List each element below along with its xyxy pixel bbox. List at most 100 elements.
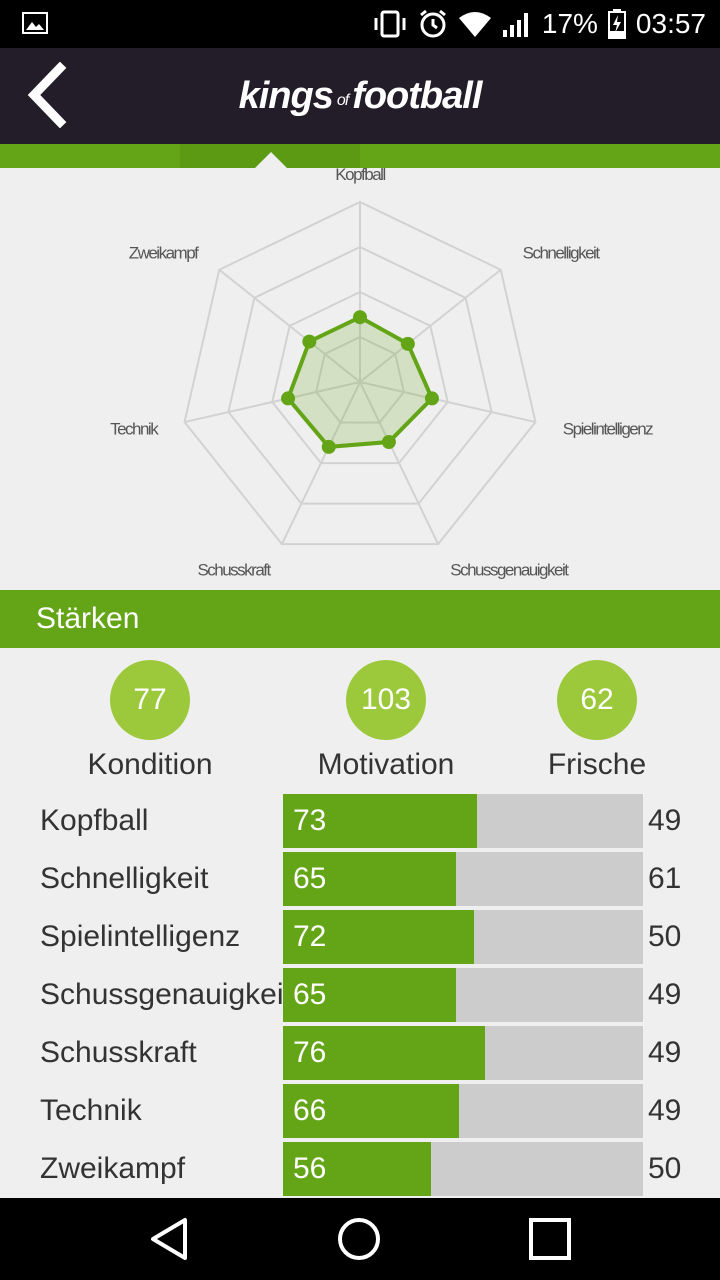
skill-name: Spielintelligenz [40, 920, 241, 953]
radar-axis-label: Schnelligkeit [523, 243, 601, 262]
radar-axis-line [280, 381, 361, 545]
skill-value: 72 [293, 920, 327, 953]
skill-average: 49 [648, 804, 682, 837]
radar-chart: Kopfball Schnelligkeit Spielintelligenz Sch… [0, 168, 720, 590]
radar-series-area [285, 314, 435, 449]
app-bar: kings of football [0, 48, 720, 144]
skill-row-zweikampf: Zweikampf 56 50 [0, 1142, 720, 1196]
image-icon [22, 12, 48, 34]
skill-row-schnelligkeit: Schnelligkeit 65 61 [0, 852, 720, 906]
signal-icon [502, 13, 528, 37]
skill-value: 66 [293, 1094, 327, 1127]
logo-part-of: of [336, 92, 349, 109]
nav-back-button[interactable] [145, 1214, 195, 1264]
section-header: Stärken [0, 590, 720, 648]
skill-bar-fill [283, 1142, 431, 1196]
navigation-bar [0, 1198, 720, 1280]
chevron-left-icon [27, 62, 67, 128]
summary-value-frische: 62 [557, 660, 637, 740]
radar-data-point [400, 336, 415, 351]
skill-row-schusskraft: Schusskraft 76 49 [0, 1026, 720, 1080]
skill-bar-track: 65 [283, 968, 643, 1022]
radar-axis-label: Technik [110, 419, 159, 438]
skill-average: 50 [648, 920, 682, 953]
radar-axis-label: Spielintelligenz [563, 419, 653, 438]
back-button[interactable] [22, 62, 72, 128]
back-triangle-icon [151, 1218, 187, 1260]
skill-row-spielintelligenz: Spielintelligenz 72 50 [0, 910, 720, 964]
skill-name: Kopfball [40, 804, 149, 837]
radar-data-point [281, 391, 296, 406]
skill-bar-track: 56 [283, 1142, 643, 1196]
radar-data-point [353, 310, 367, 325]
skill-bar-fill [283, 968, 456, 1022]
radar-grid-ring [315, 335, 405, 424]
skill-bar-track: 73 [283, 794, 643, 848]
skill-bar-track: 66 [283, 1084, 643, 1138]
tab-strip[interactable] [0, 144, 720, 168]
skill-value: 56 [293, 1152, 327, 1185]
logo-part-football: football [352, 74, 482, 117]
skill-bar-track: 72 [283, 910, 643, 964]
skill-name: Technik [40, 1094, 142, 1127]
skill-name: Schusskraft [40, 1036, 197, 1069]
skill-row-technik: Technik 66 49 [0, 1084, 720, 1138]
summary-label-motivation: Motivation [317, 748, 455, 781]
clock: 03:57 [635, 8, 706, 39]
summary-label-frische: Frische [547, 748, 647, 781]
radar-axis-line [218, 268, 361, 383]
vibrate-icon [374, 10, 406, 38]
skill-value: 65 [293, 978, 327, 1011]
battery-percent: 17% [541, 8, 598, 39]
skill-name: Schussgenauigkeit [40, 978, 292, 1011]
radar-axis-label: Zweikampf [129, 243, 199, 262]
skill-bar-fill [283, 1084, 460, 1138]
skill-bar-track: 76 [283, 1026, 643, 1080]
home-circle-icon [338, 1218, 380, 1260]
summary-stats: 77 Kondition 103 Motivation 62 Frische [0, 648, 720, 788]
alarm-icon [419, 9, 446, 38]
radar-axis-line [359, 381, 536, 424]
summary-label-kondition: Kondition [87, 748, 213, 781]
battery-icon [607, 9, 626, 39]
summary-value-motivation: 103 [346, 660, 426, 740]
radar-axis-label: Schussgenauigkeit [450, 560, 569, 579]
status-bar: 17% 03:57 [0, 0, 720, 48]
logo-part-kings: kings [238, 74, 334, 117]
skill-average: 50 [648, 1152, 682, 1185]
skill-bar-fill [283, 1026, 485, 1080]
radar-axis-label: Schusskraft [197, 560, 271, 579]
skill-value: 76 [293, 1036, 327, 1069]
wifi-icon [458, 12, 491, 37]
skill-row-kopfball: Kopfball 73 49 [0, 794, 720, 848]
radar-grid-ring [227, 245, 493, 505]
radar-data-point [424, 391, 439, 406]
skill-average: 49 [648, 1036, 682, 1069]
recents-square-icon [529, 1218, 571, 1260]
skill-bar-fill [283, 794, 478, 848]
skill-average: 61 [648, 862, 682, 895]
skill-bar-track: 65 [283, 852, 643, 906]
skill-name: Schnelligkeit [40, 862, 209, 895]
skill-bar-fill [283, 852, 456, 906]
skill-value: 65 [293, 862, 327, 895]
nav-recents-button[interactable] [525, 1214, 575, 1264]
app-logo: kings of football [0, 48, 720, 144]
skill-average: 49 [648, 1094, 682, 1127]
radar-data-point [302, 334, 317, 349]
summary-value-kondition: 77 [110, 660, 190, 740]
skill-bar-fill [283, 910, 474, 964]
skill-value: 73 [293, 804, 327, 837]
radar-grid-ring [271, 290, 449, 465]
radar-axis-line [359, 268, 502, 383]
nav-home-button[interactable] [334, 1214, 384, 1264]
radar-data-point [321, 439, 336, 454]
skill-row-schussgenauigkeit: Schussgenauigkeit 65 49 [0, 968, 720, 1022]
radar-grid-ring [183, 200, 537, 546]
radar-axis-line [184, 381, 361, 424]
radar-data-point [381, 435, 396, 450]
skill-name: Zweikampf [40, 1152, 186, 1185]
radar-axis-line [359, 381, 440, 545]
radar-axis-label: Kopfball [335, 168, 385, 184]
tab-pointer-icon [254, 152, 288, 169]
